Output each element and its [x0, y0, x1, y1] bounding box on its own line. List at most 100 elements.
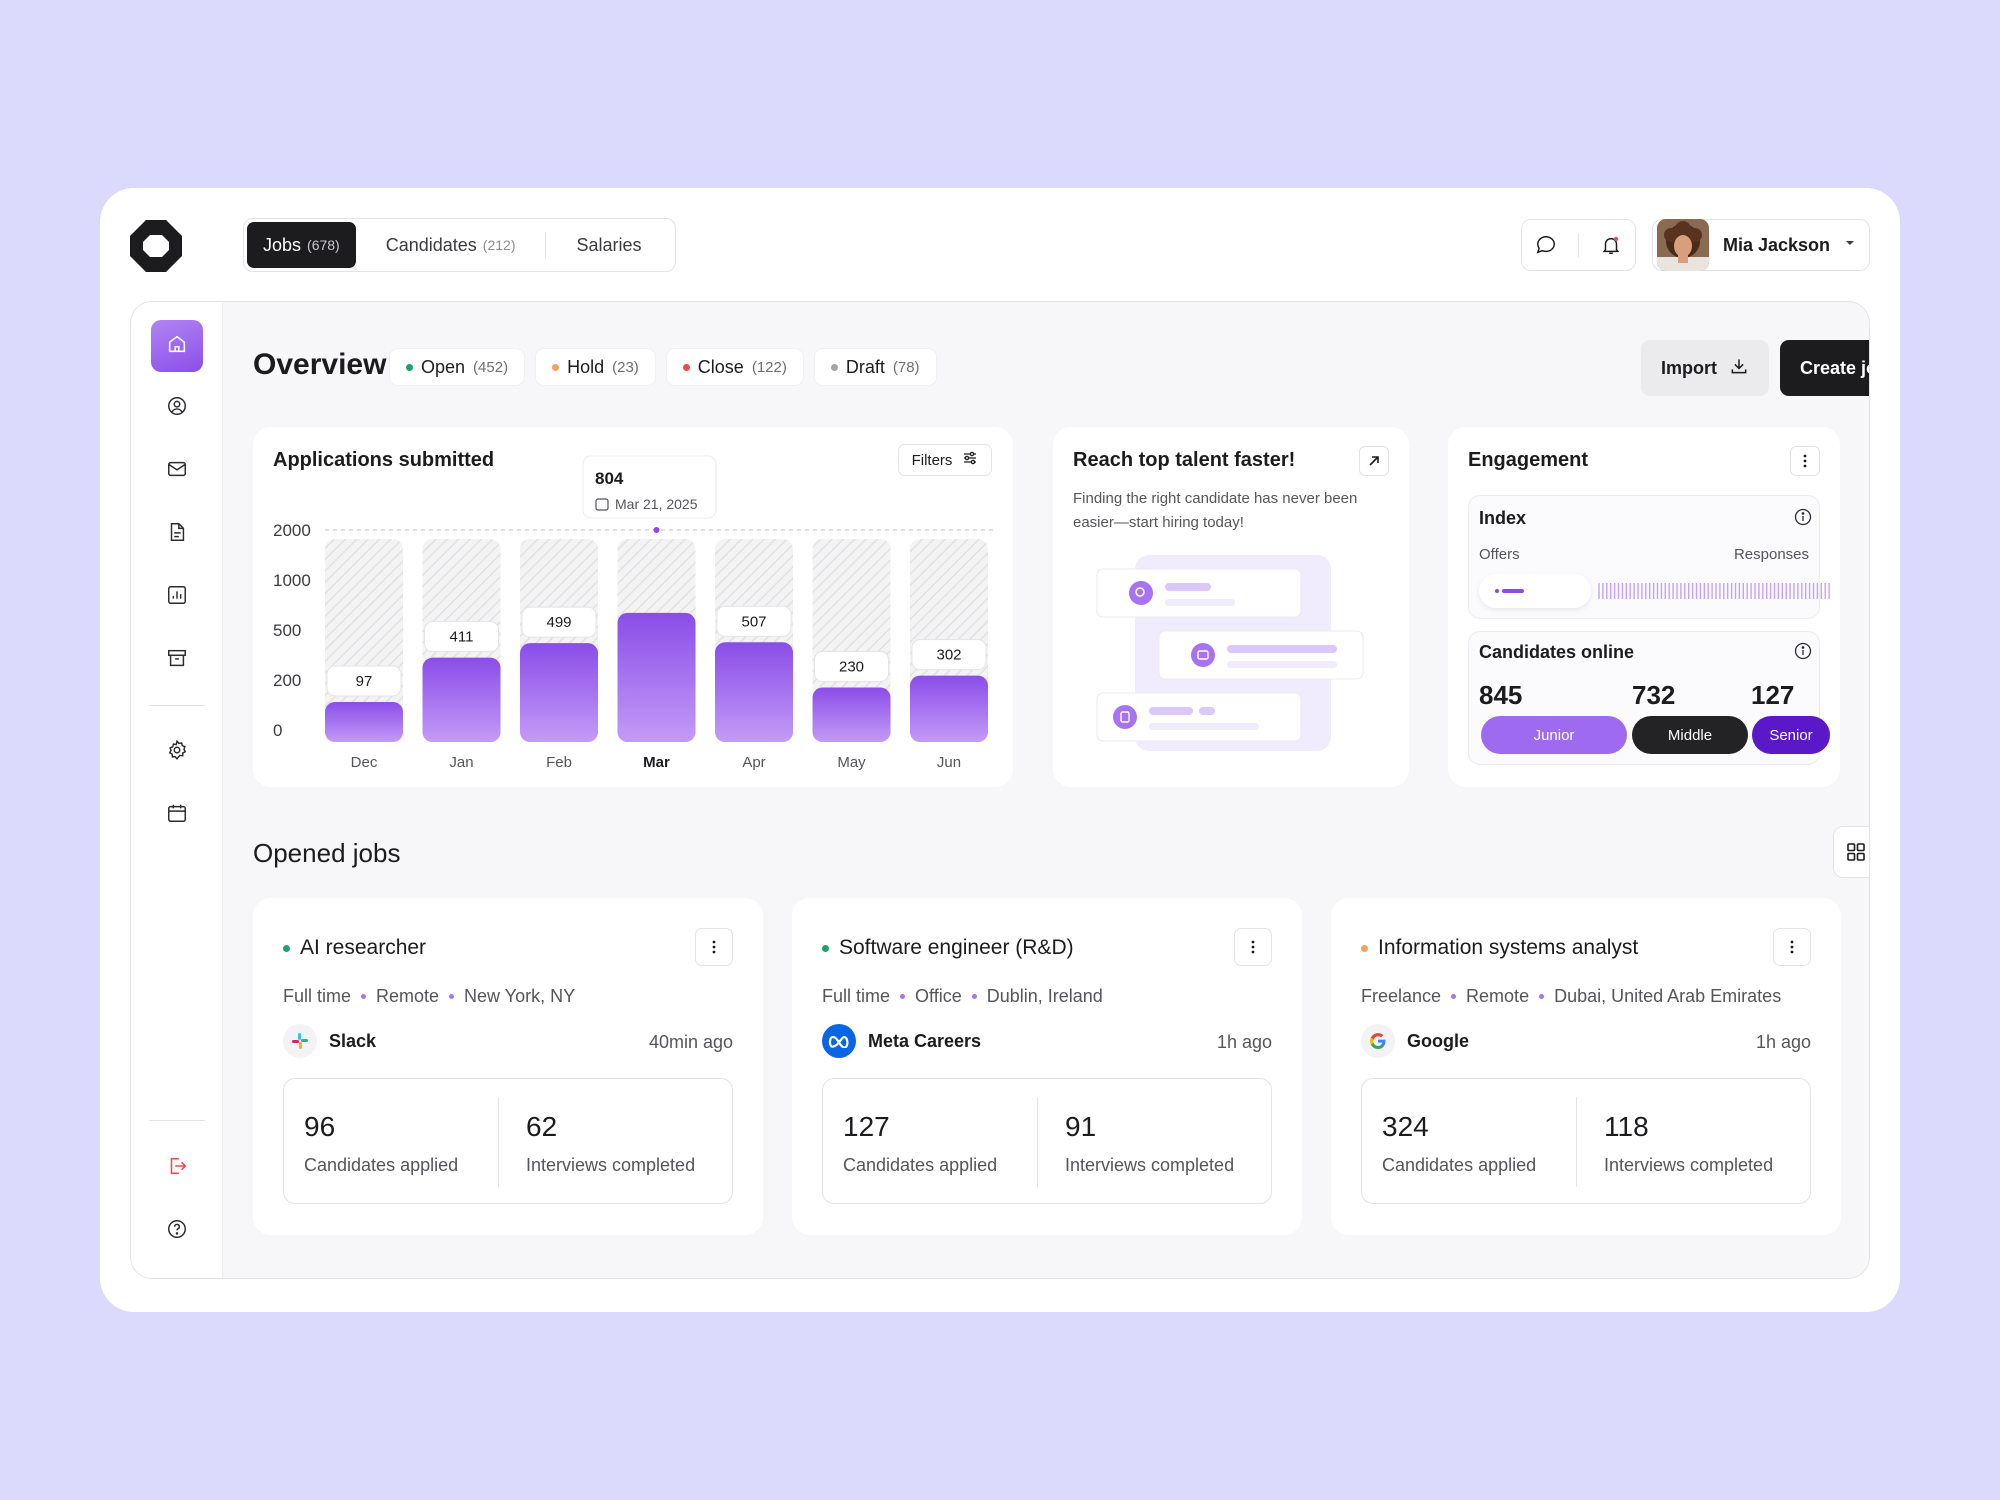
job-type: Full time [283, 986, 352, 1006]
create-job-button[interactable]: Create job [1780, 340, 1869, 396]
sidebar-item-mail[interactable] [151, 445, 203, 497]
job-card[interactable]: Software engineer (R&D) Full time Office… [792, 898, 1302, 1235]
bar-value-label: 507 [741, 613, 766, 630]
more-options-icon[interactable] [1790, 446, 1820, 476]
junior-pill[interactable]: Junior [1481, 716, 1627, 754]
view-toggle [1833, 826, 1869, 878]
x-tick-label: Jan [449, 754, 473, 771]
sidebar-item-documents[interactable] [151, 508, 203, 560]
reach-talent-panel: Reach top talent faster! Finding the rig… [1053, 427, 1409, 787]
sidebar-item-profile[interactable] [151, 382, 203, 434]
sidebar-divider [149, 705, 205, 706]
user-name: Mia Jackson [1723, 234, 1831, 255]
sidebar-item-archive[interactable] [151, 634, 203, 686]
user-circle-icon [166, 395, 188, 422]
import-label: Import [1661, 357, 1717, 378]
job-title-row: AI researcher [283, 936, 426, 960]
hiring-illustration [1096, 555, 1364, 751]
tab-label: Jobs [263, 234, 302, 255]
archive-icon [166, 647, 188, 674]
company-name: Meta Careers [868, 1030, 982, 1051]
posted-time: 1h ago [1755, 1032, 1811, 1052]
tab-salaries[interactable]: Salaries [546, 222, 671, 268]
status-dot [552, 363, 560, 371]
filters-button[interactable]: Filters [898, 444, 992, 476]
meta-dot [971, 994, 977, 999]
job-location: Dubai, United Arab Emirates [1554, 986, 1782, 1006]
job-title-row: Software engineer (R&D) [822, 936, 1074, 960]
opened-jobs-title: Opened jobs [253, 838, 401, 868]
company-name: Google [1407, 1030, 1469, 1051]
download-icon [1729, 356, 1749, 381]
icon-divider [1577, 233, 1579, 257]
interviews-count: 91 [1065, 1111, 1097, 1142]
sidebar-item-settings[interactable] [151, 726, 203, 778]
meta-dot [1539, 994, 1545, 999]
interviews-count: 62 [526, 1111, 558, 1142]
info-icon[interactable] [1794, 508, 1812, 526]
meta-dot [361, 994, 367, 999]
junior-count: 845 [1479, 680, 1523, 710]
job-status-dot [283, 944, 290, 952]
x-tick-label: May [837, 754, 866, 771]
job-stats: 324 Candidates applied 118 Interviews co… [1361, 1078, 1811, 1204]
job-status-dot [822, 944, 829, 952]
interviews-label: Interviews completed [1065, 1155, 1235, 1175]
middle-pill[interactable]: Middle [1632, 716, 1748, 754]
index-slider-handle[interactable] [1479, 574, 1591, 608]
grid-view-icon[interactable] [1841, 837, 1869, 867]
status-label: Open [421, 356, 466, 377]
job-location: New York, NY [464, 986, 576, 1006]
avatar [1657, 219, 1709, 271]
status-chip-hold[interactable]: Hold (23) [535, 348, 656, 386]
home-icon [166, 333, 188, 360]
sidebar-item-help[interactable] [151, 1205, 203, 1257]
status-chip-close[interactable]: Close (122) [665, 348, 804, 386]
job-title-row: Information systems analyst [1361, 936, 1638, 960]
import-button[interactable]: Import [1641, 340, 1769, 396]
bell-icon[interactable] [1596, 230, 1626, 260]
more-options-icon[interactable] [695, 928, 733, 966]
reach-title: Reach top talent faster! [1073, 449, 1296, 471]
help-icon [166, 1218, 188, 1245]
chat-icon[interactable] [1531, 230, 1561, 260]
tab-candidates[interactable]: Candidates (212) [356, 222, 546, 268]
senior-pill[interactable]: Senior [1752, 716, 1830, 754]
stats-divider [1576, 1097, 1577, 1187]
bar [520, 643, 598, 742]
bar-value-box [326, 665, 402, 697]
company: Meta Careers [822, 1024, 981, 1058]
open-arrow-icon[interactable] [1359, 446, 1389, 476]
bar-value-box [716, 605, 792, 637]
sidebar-item-home[interactable] [151, 320, 203, 372]
job-title: Software engineer (R&D) [839, 936, 1074, 959]
job-card[interactable]: AI researcher Full time Remote New York,… [253, 898, 763, 1235]
meta-logo-icon [822, 1024, 856, 1058]
app-logo[interactable] [128, 218, 184, 274]
x-tick-label: Feb [546, 754, 572, 771]
middle-count: 732 [1632, 680, 1676, 710]
sidebar-item-logout[interactable] [151, 1142, 203, 1194]
status-chip-draft[interactable]: Draft (78) [813, 348, 937, 386]
job-meta: Full time Remote New York, NY [283, 986, 575, 1007]
interviews-count: 118 [1604, 1111, 1649, 1142]
main-area: Overview Open (452) Hold (23) Close (122… [223, 302, 1869, 1278]
user-menu[interactable]: Mia Jackson [1652, 219, 1870, 271]
meta-dot [1451, 994, 1457, 999]
job-card[interactable]: Information systems analyst Freelance Re… [1331, 898, 1841, 1235]
job-mode: Remote [376, 986, 440, 1006]
tab-count: (212) [482, 237, 516, 253]
engagement-panel: Engagement Index Offers Responses [1448, 427, 1840, 787]
x-tick-label: Jun [937, 754, 961, 771]
candidates-applied-count: 127 [843, 1111, 890, 1142]
sidebar-item-analytics[interactable] [151, 571, 203, 623]
gear-icon [166, 739, 188, 766]
sidebar-item-calendar[interactable] [151, 789, 203, 841]
info-icon[interactable] [1794, 642, 1812, 660]
tab-divider [545, 232, 547, 258]
filters-label: Filters [911, 451, 953, 469]
more-options-icon[interactable] [1773, 928, 1811, 966]
status-chip-open[interactable]: Open (452) [389, 348, 526, 386]
tab-jobs[interactable]: Jobs (678) [247, 222, 356, 268]
more-options-icon[interactable] [1234, 928, 1272, 966]
